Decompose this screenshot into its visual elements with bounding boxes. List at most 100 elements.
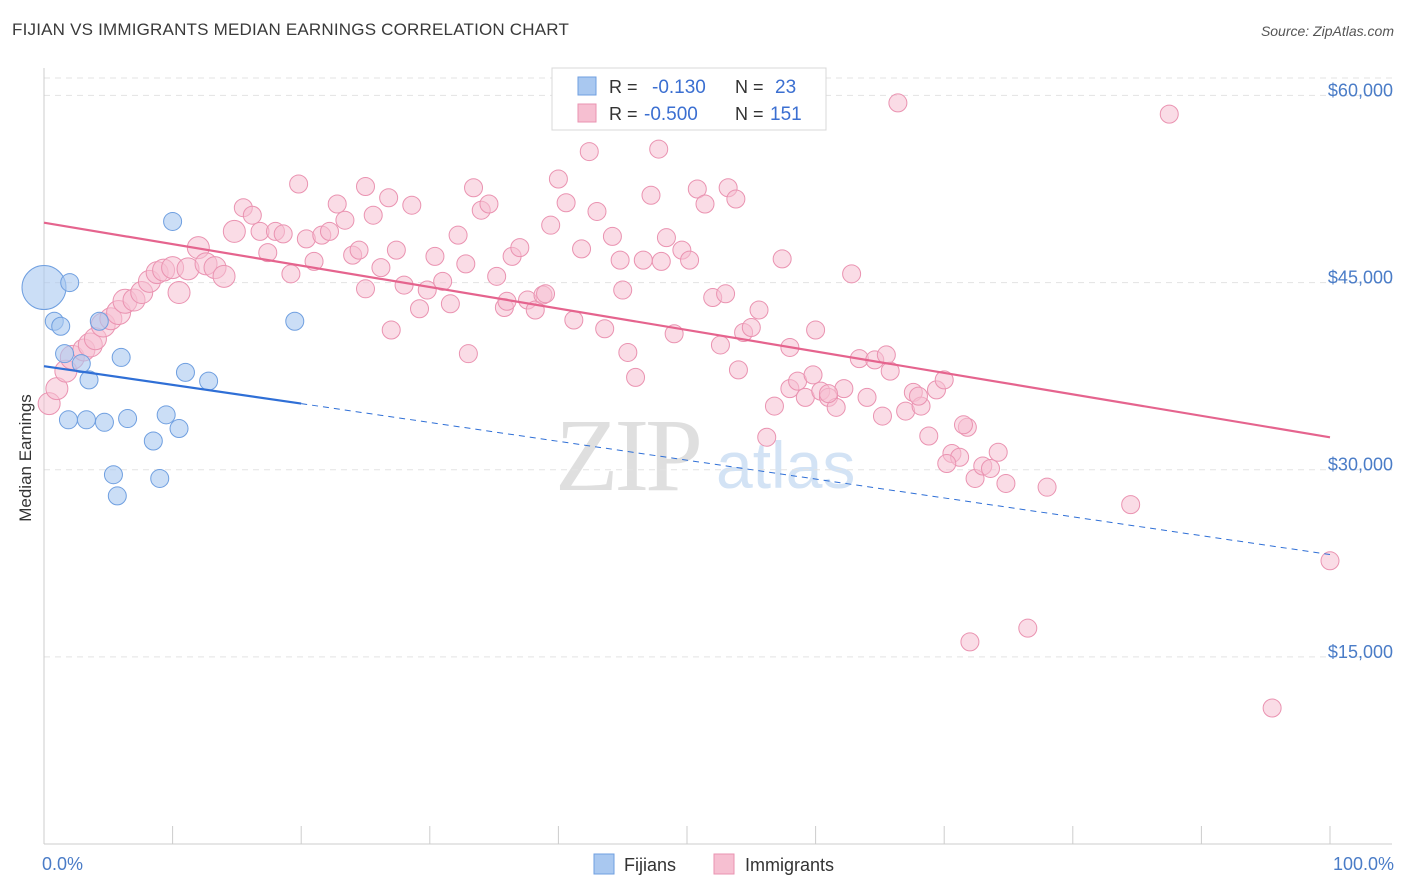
y-tick-label: $15,000	[1328, 642, 1393, 662]
immigrant-point	[381, 320, 401, 340]
immigrant-point	[687, 179, 707, 199]
immigrant-point	[1320, 551, 1340, 571]
immigrant-point	[258, 243, 278, 263]
immigrant-point	[564, 310, 584, 330]
immigrant-point	[651, 251, 671, 271]
immigrant-point	[458, 344, 478, 364]
immigrant-point	[806, 320, 826, 340]
immigrant-point	[710, 335, 730, 355]
fijian-point	[51, 316, 71, 336]
source-label: Source: ZipAtlas.com	[1260, 23, 1394, 39]
legend-immigrants-swatch	[713, 853, 735, 875]
immigrant-point	[872, 406, 892, 426]
immigrant-point	[610, 250, 630, 270]
immigrant-point	[386, 240, 406, 260]
immigrant-point	[1018, 618, 1038, 638]
immigrant-point	[212, 264, 236, 288]
fijian-point	[143, 431, 163, 451]
fijians-series	[21, 211, 305, 506]
immigrant-point	[363, 205, 383, 225]
immigrant-point	[487, 266, 507, 286]
y-axis-label: Median Earnings	[16, 394, 35, 522]
immigrant-point	[1262, 698, 1282, 718]
immigrant-point	[680, 250, 700, 270]
immigrant-point	[842, 264, 862, 284]
immigrant-point	[1121, 495, 1141, 515]
immigrant-point	[304, 251, 324, 271]
fijian-point	[163, 211, 183, 231]
immigrant-point	[448, 225, 468, 245]
immigrant-point	[273, 224, 293, 244]
fijian-point	[55, 344, 75, 364]
immigrant-point	[1037, 477, 1057, 497]
fijians-trend-extension	[301, 403, 1331, 556]
y-tick-label: $30,000	[1328, 455, 1393, 475]
immigrant-point	[772, 249, 792, 269]
immigrant-point	[741, 317, 761, 337]
axes	[43, 68, 1392, 845]
immigrant-point	[728, 360, 748, 380]
fijian-point	[76, 410, 96, 430]
fijian-point	[60, 273, 80, 293]
fijian-point	[150, 468, 170, 488]
fijians-swatch	[577, 76, 597, 96]
gridlines	[44, 77, 1392, 658]
immigrant-point	[649, 139, 669, 159]
immigrant-point	[402, 195, 422, 215]
fijian-point	[21, 265, 67, 311]
watermark-zip: ZIP	[555, 398, 699, 513]
x-tick-label-min: 0.0%	[42, 854, 83, 874]
immigrant-point	[716, 284, 736, 304]
immigrant-point	[394, 275, 414, 295]
immigrant-point	[618, 342, 638, 362]
immigrant-point	[857, 387, 877, 407]
immigrant-point	[960, 632, 980, 652]
immigrant-point	[464, 178, 484, 198]
immigrant-point	[548, 169, 568, 189]
immigrant-point	[356, 279, 375, 299]
immigrant-point	[937, 453, 957, 473]
immigrant-point	[908, 386, 928, 406]
fijian-point	[79, 370, 99, 390]
stats-legend-box	[551, 67, 827, 131]
fijians-r-label: R =	[609, 77, 638, 97]
immigrant-point	[641, 185, 661, 205]
x-ticks	[43, 826, 1331, 844]
fijians-n-value: 23	[775, 77, 796, 98]
immigrant-point	[818, 384, 838, 404]
y-tick-labels: $15,000 $30,000 $45,000 $60,000	[1328, 80, 1393, 661]
fijians-trend-line	[43, 365, 302, 405]
immigrant-point	[456, 254, 476, 274]
fijian-point	[169, 419, 189, 439]
immigrant-point	[749, 300, 769, 320]
legend-fijians-swatch	[593, 853, 615, 875]
immigrant-point	[695, 194, 715, 214]
immigrant-point	[1159, 104, 1179, 124]
trend-lines	[43, 221, 1331, 556]
immigrant-point	[167, 281, 191, 305]
fijians-r-value: -0.130	[652, 77, 706, 98]
y-tick-label: $45,000	[1328, 268, 1393, 288]
legend-immigrants-label: Immigrants	[745, 855, 834, 875]
immigrant-point	[335, 210, 355, 230]
immigrant-point	[371, 258, 391, 278]
immigrant-point	[289, 174, 309, 194]
immigrants-trend-line	[43, 221, 1331, 439]
immigrant-point	[556, 193, 576, 213]
immigrants-r-value: -0.500	[644, 104, 698, 125]
immigrant-point	[572, 239, 592, 259]
chart-title: FIJIAN VS IMMIGRANTS MEDIAN EARNINGS COR…	[12, 20, 570, 39]
fijian-point	[199, 371, 219, 391]
immigrant-point	[953, 415, 973, 435]
fijians-n-label: N =	[735, 77, 764, 97]
watermark: ZIP atlas	[555, 398, 855, 513]
immigrant-point	[626, 367, 646, 387]
immigrant-point	[319, 221, 339, 241]
y-tick-label: $60,000	[1328, 80, 1393, 100]
immigrant-point	[587, 201, 607, 221]
immigrant-point	[579, 142, 599, 162]
immigrant-point	[757, 427, 777, 447]
immigrant-point	[479, 194, 499, 214]
fijian-point	[89, 311, 109, 331]
